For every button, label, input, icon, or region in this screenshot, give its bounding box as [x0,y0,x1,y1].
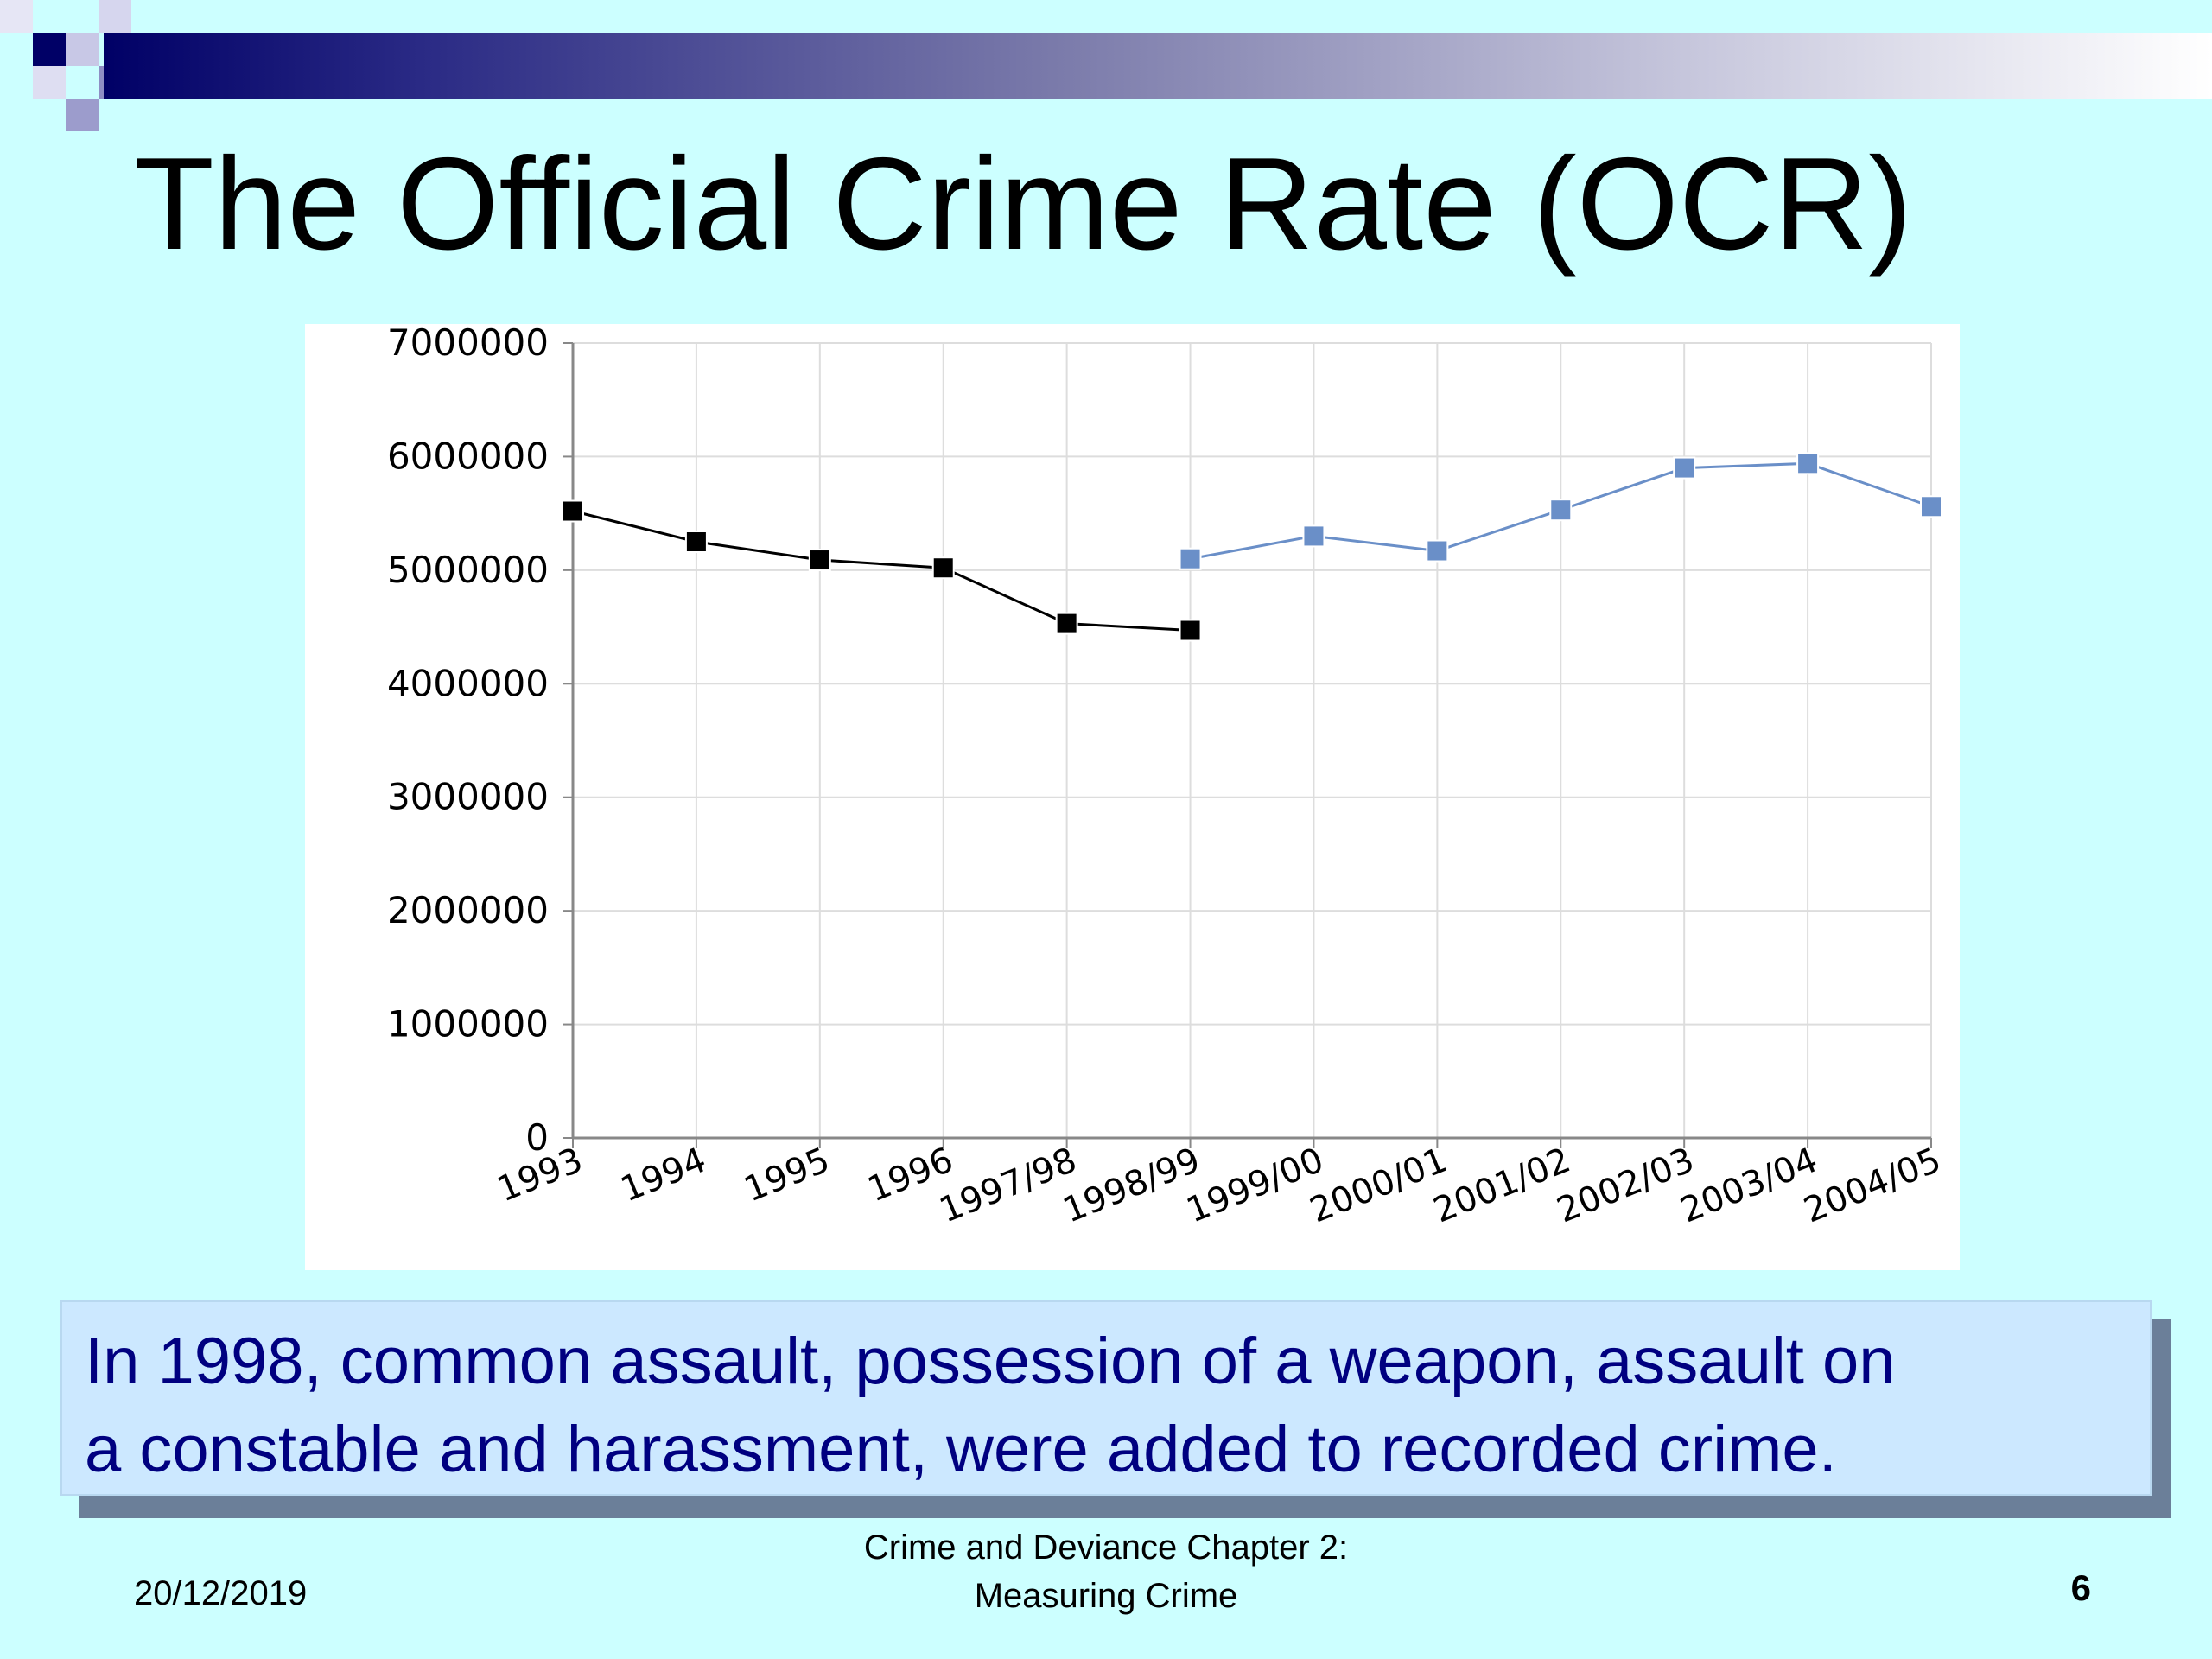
x-tick-label: 1998/99 [1058,1141,1205,1231]
chart-area: 0 1000000 2000000 3000000 4000000 5000000 6000… [305,324,1960,1270]
data-point [1549,499,1573,522]
data-point [1673,456,1696,480]
x-tick-label: 2002/03 [1552,1141,1700,1231]
footer-date: 20/12/2019 [134,1574,308,1612]
x-tick-label: 2000/01 [1305,1141,1452,1231]
corner-square-light [0,0,33,33]
y-tick-label: 3000000 [387,776,549,818]
x-tick-label: 1995 [739,1141,836,1211]
data-point [684,531,708,553]
y-tick-label: 0 [525,1116,549,1159]
footer-title-line-2: Measuring Crime [974,1577,1238,1615]
y-tick-label: 2000000 [387,889,549,931]
x-tick-label: 2001/02 [1428,1141,1576,1231]
series-line [572,510,1191,632]
data-point [1179,547,1202,570]
corner-square-light [99,0,131,33]
x-tick-label: 1994 [615,1141,712,1211]
note-line-2: a constable and harassment, were added t… [85,1413,1837,1486]
y-tick-label: 1000000 [387,1003,549,1046]
x-tick-label: 1999/00 [1181,1141,1329,1231]
y-tick-label: 6000000 [387,435,549,477]
data-point [562,499,584,523]
corner-square-dark [33,33,66,66]
footer-title-line-1: Crime and Deviance Chapter 2: [863,1529,1349,1567]
note-line-1: In 1998, common assault, possession of a… [85,1325,1896,1398]
data-point [1055,612,1078,635]
page-number: 6 [2070,1567,2091,1608]
data-point [808,549,831,572]
y-tick-label: 7000000 [387,324,549,364]
corner-square-light [33,66,66,99]
data-point [1920,495,1942,518]
data-point [1302,524,1325,548]
slide-title: The Official Crime Rate (OCR) [134,130,1913,277]
corner-square-mid [66,99,99,131]
title-gradient-bar [104,33,2212,99]
corner-square-light [66,33,99,66]
data-point [931,556,955,580]
x-tick-label: 1997/98 [934,1141,1082,1231]
data-point [1179,619,1202,642]
data-point [1796,452,1820,475]
y-tick-label: 5000000 [387,549,549,591]
x-tick-label: 2003/04 [1675,1141,1823,1231]
note-box: In 1998, common assault, possession of a… [60,1300,2152,1496]
footer-title: Crime and Deviance Chapter 2: Measuring … [760,1523,1452,1620]
line-chart: 0 1000000 2000000 3000000 4000000 5000000 6000… [387,324,1947,1231]
y-tick-label: 4000000 [387,662,549,704]
x-tick-label: 2004/05 [1798,1141,1946,1231]
data-point [1426,539,1449,563]
